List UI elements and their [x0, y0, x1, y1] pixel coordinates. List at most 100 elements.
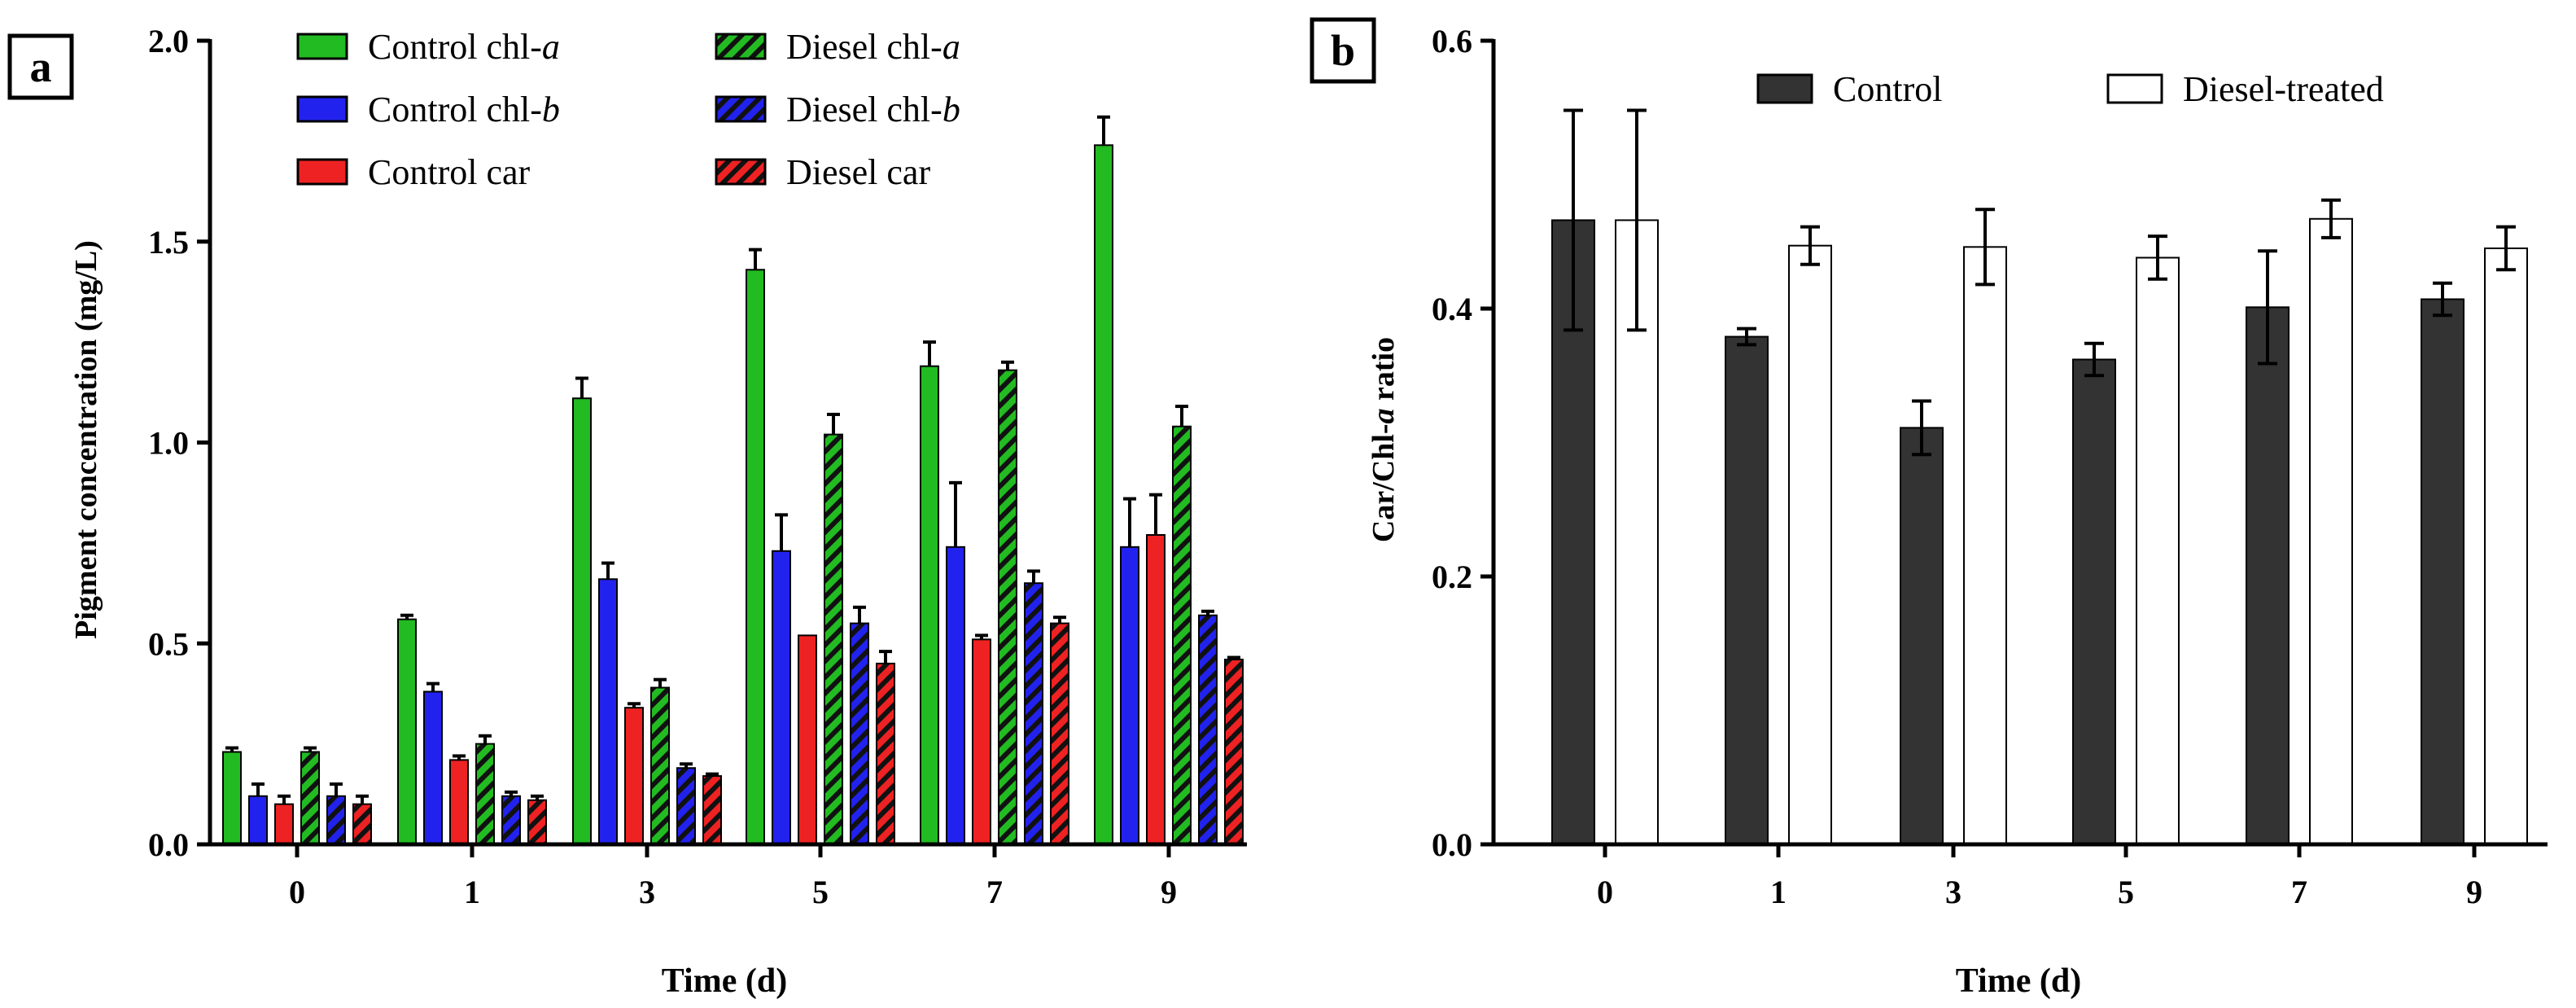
error-bar-a-s3-t9	[1175, 405, 1188, 427]
bar-a-s3-t9	[1172, 425, 1192, 845]
legend-item-b-0: Control	[1756, 69, 1942, 109]
bar-b-s1-t9	[2484, 247, 2528, 846]
panel-b-y-axis-title: Car/Chl-a ratio	[1367, 337, 1401, 542]
bar-b-s0-t9	[2421, 298, 2464, 845]
legend-label: Control	[1833, 69, 1942, 109]
error-bar-a-s2-t0	[278, 794, 291, 804]
bar-a-s2-t1	[449, 759, 469, 845]
bar-a-s2-t9	[1146, 534, 1166, 845]
error-bar-a-s3-t1	[479, 734, 492, 744]
error-bar-a-s4-t7	[1027, 569, 1040, 584]
x-tick-label-b-5: 5	[2118, 874, 2134, 910]
panel-a-label: a	[30, 42, 52, 91]
error-bar-a-s2-t7	[975, 633, 988, 640]
error-bar-a-s2-t9	[1149, 493, 1162, 536]
error-bar-a-s0-t5	[749, 248, 762, 270]
error-bar-a-s4-t1	[505, 790, 518, 796]
bar-a-s2-t5	[798, 634, 817, 845]
panel-a-chart: a Pigment concentration (mg/L) Time (d) …	[7, 23, 1247, 1000]
bar-b-s0-t3	[1900, 427, 1944, 846]
error-bar-a-s2-t1	[453, 754, 466, 760]
error-bar-b-s0-t3	[1912, 399, 1931, 457]
bar-a-s1-t7	[946, 546, 965, 845]
error-bar-a-s5-t0	[356, 794, 369, 804]
bar-b-s0-t5	[2072, 358, 2116, 845]
x-tick-label-b-1: 1	[1770, 874, 1787, 910]
bar-a-s3-t1	[475, 743, 495, 845]
bar-a-s2-t3	[624, 707, 644, 846]
bar-a-s4-t5	[850, 622, 869, 845]
y-tick-label-b-0.4: 0.4	[1432, 291, 1472, 327]
legend-swatch	[2106, 73, 2163, 104]
error-bar-a-s4-t3	[680, 762, 693, 769]
error-bar-a-s5-t3	[706, 772, 719, 777]
x-tick-label-b-9: 9	[2466, 874, 2482, 910]
x-tick-label-a-7: 7	[986, 874, 1003, 910]
legend-swatch	[296, 95, 348, 123]
bar-a-s2-t0	[274, 803, 294, 846]
bar-a-s0-t0	[222, 751, 242, 845]
legend-label: Diesel chl-a	[786, 27, 960, 67]
bar-a-s1-t1	[423, 690, 443, 845]
legend-swatch	[715, 158, 767, 186]
error-bar-a-s3-t3	[654, 677, 667, 688]
error-bar-a-s4-t5	[853, 605, 866, 624]
panel-a-x-axis-title: Time (d)	[662, 962, 787, 1000]
error-bar-b-s0-t7	[2258, 249, 2277, 366]
y-tick-label-a-0.5: 0.5	[148, 625, 189, 662]
bar-a-s4-t3	[676, 767, 696, 845]
legend-item-a-5: Diesel car	[715, 152, 930, 192]
bar-a-s5-t1	[527, 799, 547, 846]
error-bar-a-s3-t7	[1001, 360, 1014, 370]
bar-a-s0-t7	[920, 365, 939, 845]
legend-label: Diesel-treated	[2183, 69, 2384, 109]
legend-item-a-0: Control chl-a	[296, 27, 560, 67]
bar-a-s0-t9	[1094, 144, 1113, 845]
y-tick-label-b-0.2: 0.2	[1432, 559, 1472, 595]
x-tick-label-a-3: 3	[639, 874, 655, 910]
x-tick-label-b-0: 0	[1597, 874, 1613, 910]
bar-a-s5-t9	[1224, 658, 1244, 845]
legend-item-a-2: Control car	[296, 152, 531, 192]
bar-a-s3-t0	[300, 751, 320, 845]
error-bar-b-s0-t0	[1564, 108, 1583, 332]
error-bar-a-s4-t9	[1201, 609, 1214, 616]
legend-label: Diesel car	[786, 152, 930, 192]
bar-a-s1-t0	[248, 795, 268, 846]
error-bar-b-s1-t0	[1627, 108, 1647, 332]
error-bar-b-s0-t5	[2084, 341, 2104, 378]
x-tick-label-a-1: 1	[464, 874, 480, 910]
bar-a-s4-t0	[326, 795, 346, 846]
error-bar-a-s5-t1	[531, 794, 544, 800]
error-bar-a-s2-t3	[628, 702, 641, 708]
y-tick-label-a-1.5: 1.5	[148, 224, 189, 261]
bar-a-s3-t3	[650, 686, 670, 845]
error-bar-a-s5-t5	[879, 650, 892, 664]
bar-b-s1-t5	[2136, 256, 2180, 845]
error-bar-a-s5-t7	[1053, 616, 1066, 624]
bar-a-s2-t7	[972, 638, 991, 845]
bar-a-s5-t5	[876, 662, 895, 845]
legend-swatch	[715, 95, 767, 123]
error-bar-a-s1-t9	[1123, 497, 1136, 547]
error-bar-a-s5-t9	[1227, 655, 1240, 660]
error-bar-a-s1-t3	[601, 561, 614, 580]
legend-swatch	[715, 33, 767, 60]
bar-b-s0-t1	[1725, 335, 1769, 846]
y-tick-label-a-2.0: 2.0	[148, 23, 189, 59]
bar-a-s3-t7	[998, 369, 1017, 846]
bar-a-s0-t1	[397, 618, 417, 845]
y-tick-label-b-0.6: 0.6	[1432, 23, 1472, 59]
legend-item-a-3: Diesel chl-a	[715, 27, 960, 67]
error-bar-a-s0-t3	[575, 376, 588, 399]
legend-item-a-4: Diesel chl-b	[715, 90, 960, 129]
x-tick-label-b-7: 7	[2291, 874, 2307, 910]
panel-b-label-box: b	[1310, 17, 1376, 84]
error-bar-a-s0-t7	[923, 340, 936, 366]
y-tick-label-b-0.0: 0.0	[1432, 826, 1472, 863]
x-tick-label-a-9: 9	[1161, 874, 1177, 910]
bar-a-s0-t3	[572, 397, 592, 845]
bar-a-s0-t5	[746, 269, 765, 846]
bar-b-s1-t1	[1788, 244, 1832, 845]
